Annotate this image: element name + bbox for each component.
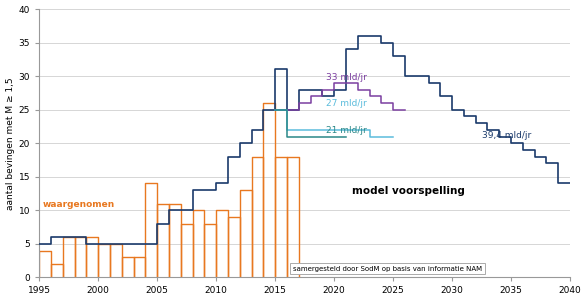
Text: waargenomen: waargenomen — [43, 200, 115, 209]
Text: 21 mld/jr: 21 mld/jr — [326, 126, 367, 135]
Text: 33 mld/jr: 33 mld/jr — [326, 73, 367, 82]
Text: 27 mld/jr: 27 mld/jr — [326, 99, 367, 108]
Text: model voorspelling: model voorspelling — [352, 185, 465, 196]
Text: 39,4 mld/jr: 39,4 mld/jr — [481, 131, 531, 140]
Text: samergesteld door SodM op basis van informatie NAM: samergesteld door SodM op basis van info… — [293, 266, 482, 272]
Y-axis label: aantal bevingen met M ≥ 1,5: aantal bevingen met M ≥ 1,5 — [5, 77, 15, 209]
